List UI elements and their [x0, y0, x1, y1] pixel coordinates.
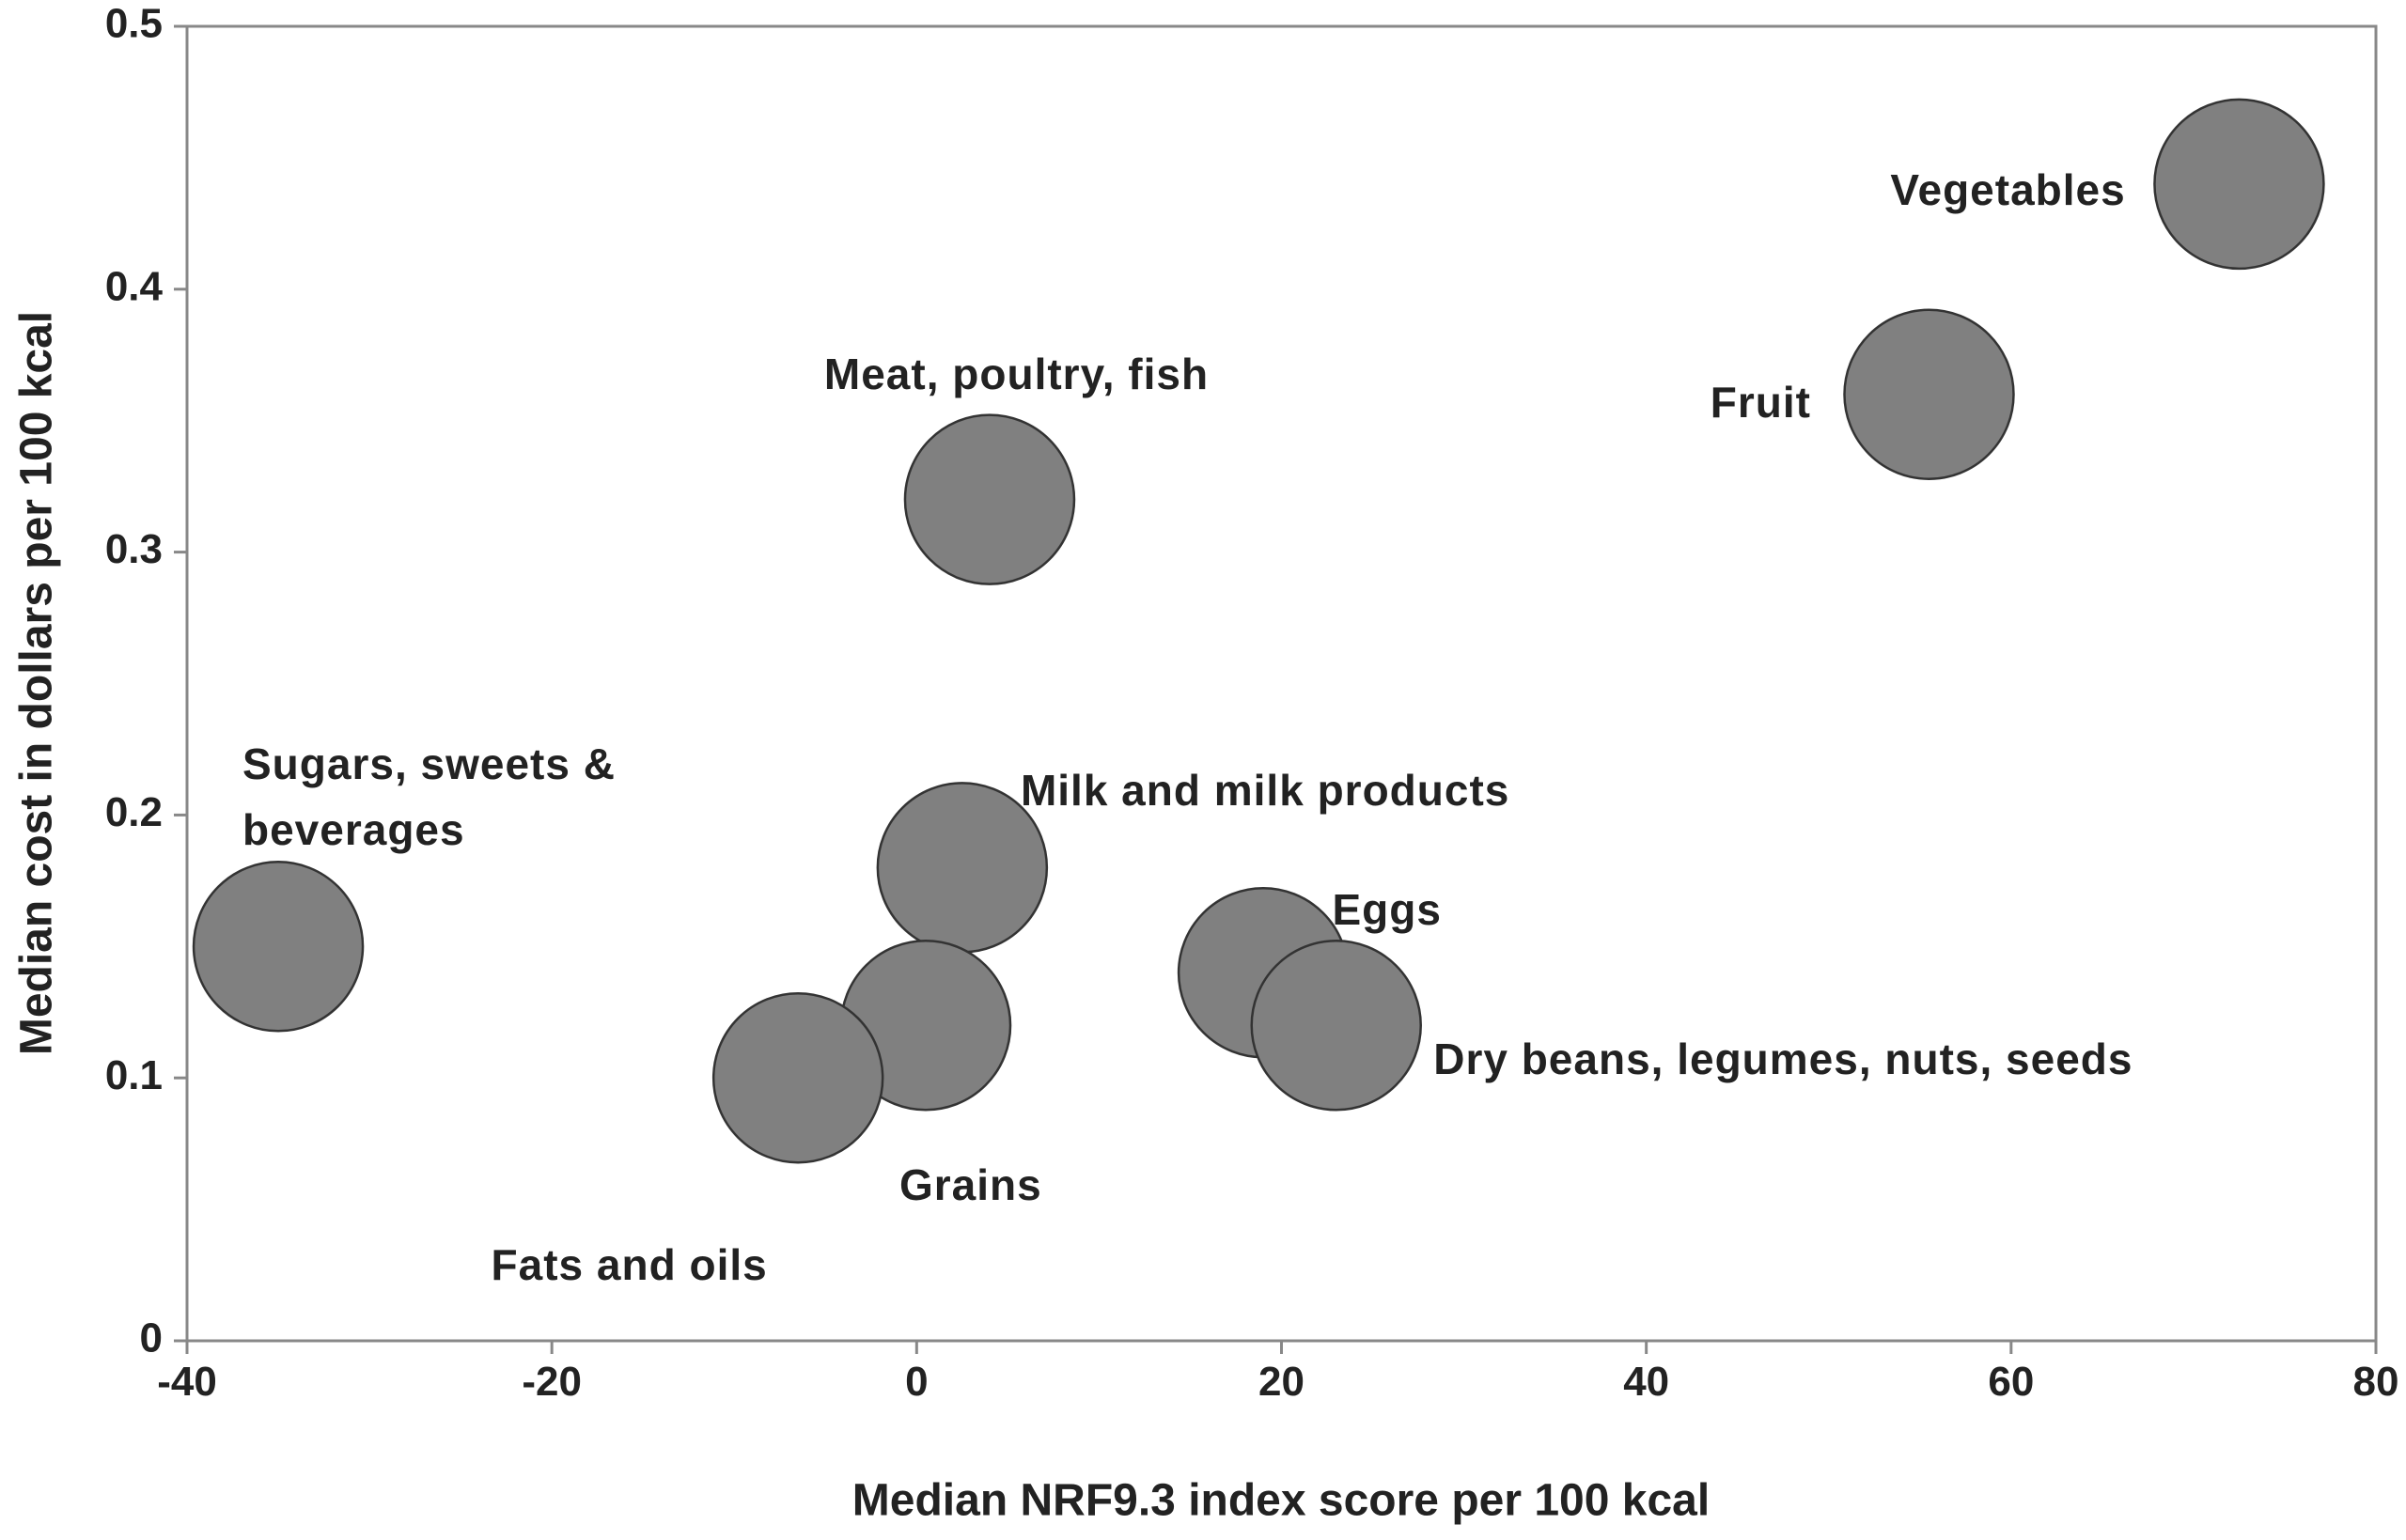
- y-tick-label: 0.2: [105, 789, 163, 835]
- bubble: [903, 413, 1076, 585]
- x-tick-label: 80: [2353, 1359, 2399, 1405]
- y-tick-label: 0.1: [105, 1052, 163, 1098]
- x-tick-label: 0: [905, 1359, 928, 1405]
- plot-frame: [185, 24, 2378, 1343]
- x-tick-label: -20: [522, 1359, 582, 1405]
- x-axis-title: Median NRF9.3 index score per 100 kcal: [852, 1476, 1710, 1526]
- y-tick-label: 0: [140, 1315, 163, 1361]
- y-tick-label: 0.5: [105, 1, 163, 47]
- point-label: Fruit: [1710, 377, 1811, 427]
- point-label: Vegetables: [1890, 165, 2126, 215]
- x-tick-label: 60: [1988, 1359, 2034, 1405]
- bubble: [192, 861, 365, 1033]
- y-tick-label: 0.4: [105, 263, 164, 309]
- point-label: Eggs: [1332, 885, 1442, 935]
- point-label: Meat, poultry, fish: [823, 350, 1210, 399]
- point-label: Grains: [898, 1159, 1042, 1209]
- bubble: [1250, 939, 1422, 1112]
- bubble: [711, 991, 884, 1164]
- point-label: Dry beans, legumes, nuts, seeds: [1433, 1034, 2133, 1083]
- x-tick-label: 20: [1258, 1359, 1305, 1405]
- x-tick-label: 40: [1623, 1359, 1669, 1405]
- point-label: Fats and oils: [491, 1239, 768, 1289]
- point-label: Milk and milk products: [1020, 765, 1510, 815]
- point-label: Sugars, sweets & beverages: [242, 739, 616, 855]
- x-tick-label: -40: [157, 1359, 217, 1405]
- bubble: [2153, 98, 2325, 271]
- y-tick-label: 0.3: [105, 526, 163, 572]
- bubble: [1843, 308, 2015, 480]
- y-axis-title: Median cost in dollars per 100 kcal: [12, 311, 62, 1055]
